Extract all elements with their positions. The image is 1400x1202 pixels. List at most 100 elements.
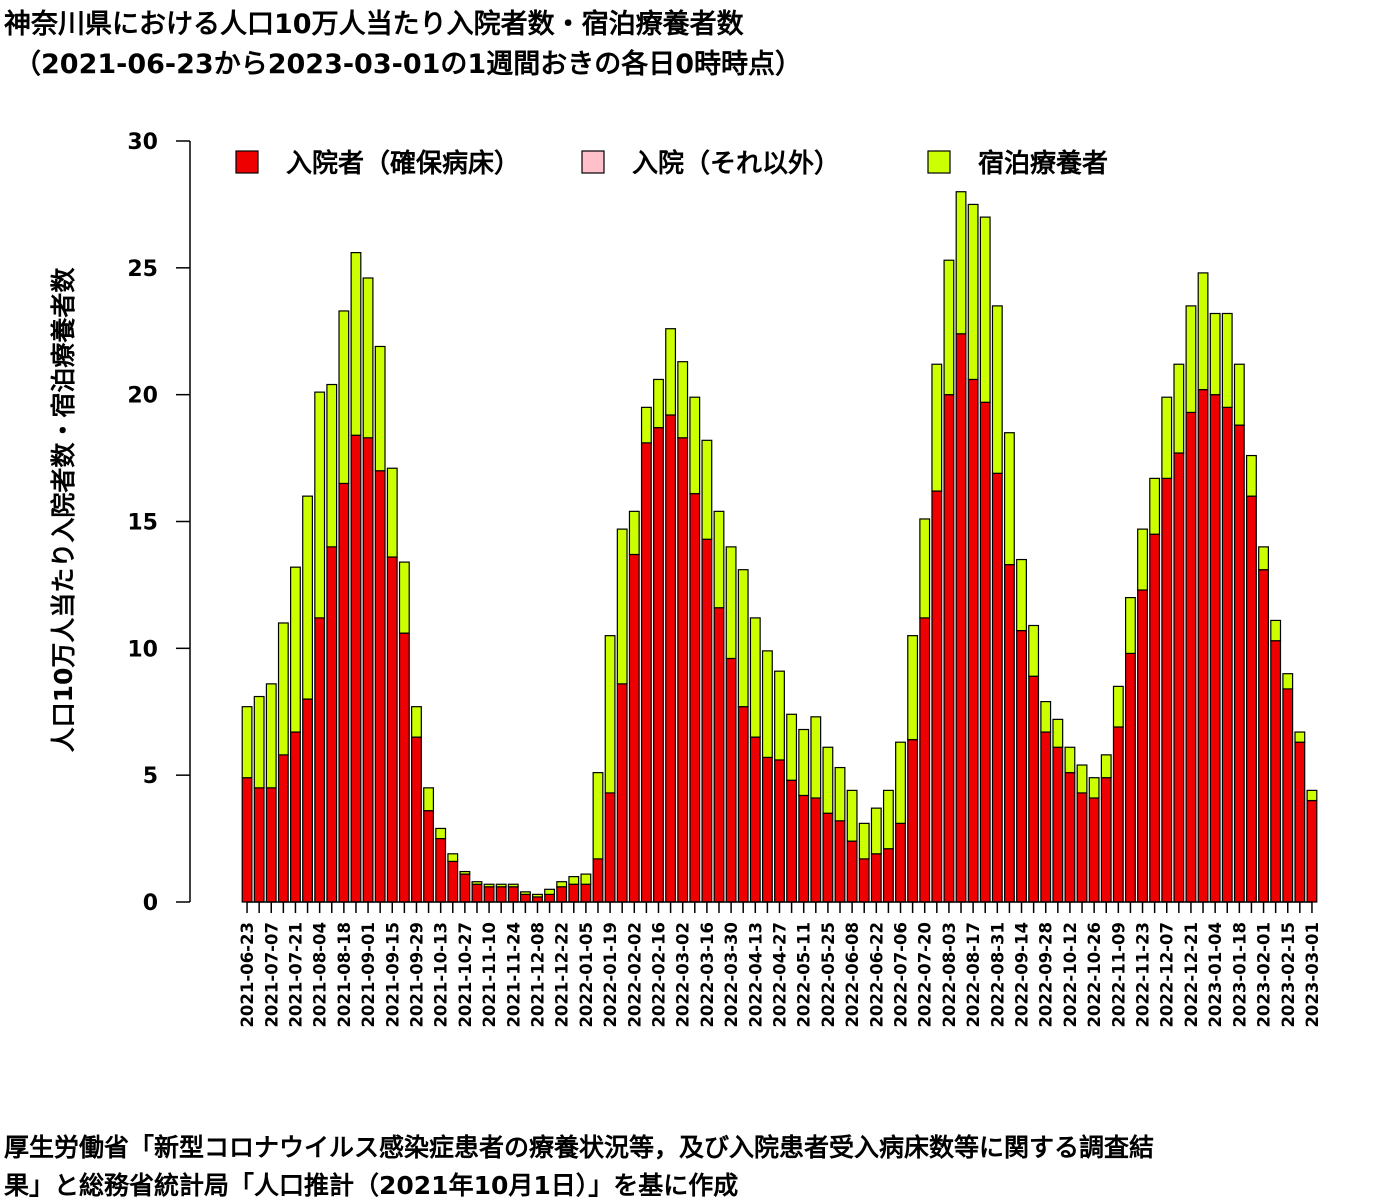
bar-segment [1209, 312, 1221, 396]
x-tick-label: 2021-12-08 [528, 922, 547, 1028]
bar-segment [1258, 546, 1269, 571]
bar-segment [870, 853, 882, 903]
x-tick-label: 2023-01-18 [1230, 922, 1249, 1028]
bar-segment [1161, 396, 1173, 479]
bar-segment [1221, 312, 1233, 408]
x-tick-label: 2021-10-13 [432, 922, 451, 1028]
bar-segment [580, 883, 592, 903]
legend-label: 入院（それ以外） [632, 148, 840, 179]
bar-segment [423, 787, 435, 812]
bar-segment [495, 886, 507, 903]
bar-segment [1052, 718, 1064, 748]
bar-segment [1112, 726, 1124, 903]
bar-segment [628, 553, 640, 903]
bar-segment [628, 510, 640, 556]
y-tick-label: 5 [143, 764, 158, 789]
bar-segment [786, 779, 798, 903]
bar-segment [1161, 477, 1173, 903]
bar-segment [471, 883, 483, 903]
bar-segment [943, 394, 955, 903]
bar-segment [277, 754, 289, 903]
bar-segment [1040, 700, 1052, 733]
x-tick-label: 2022-02-16 [649, 922, 668, 1028]
bar-segment [846, 840, 858, 903]
y-tick-label: 30 [127, 130, 158, 155]
bar-segment [737, 569, 749, 708]
bar-segment [689, 493, 701, 903]
bar-segment [1052, 746, 1064, 903]
x-tick-label: 2021-09-01 [359, 922, 378, 1028]
x-tick-label: 2022-10-26 [1085, 922, 1104, 1028]
bar-segment [519, 893, 531, 903]
bar-segment [1173, 363, 1185, 454]
bar-segment [967, 378, 979, 903]
y-tick-label: 15 [127, 511, 158, 536]
bar-segment [1282, 673, 1294, 690]
x-tick-label: 2022-05-11 [795, 922, 814, 1028]
legend-swatch [581, 150, 605, 174]
bar-segment [374, 345, 386, 472]
x-tick-label: 2022-06-08 [843, 922, 862, 1028]
x-tick-label: 2022-08-03 [940, 922, 959, 1028]
bar-segment [290, 731, 301, 903]
bar-segment [398, 561, 410, 634]
bar-segment [677, 437, 689, 903]
bar-segment [1173, 452, 1185, 903]
bar-segment [277, 622, 289, 756]
bar-segment [761, 756, 773, 903]
x-tick-label: 2022-08-31 [988, 922, 1007, 1028]
bar-segment [483, 886, 495, 903]
bar-segment [362, 277, 374, 439]
bar-segment [338, 482, 350, 903]
bar-segment [290, 566, 301, 733]
bar-segment [1185, 305, 1197, 414]
bar-segment [616, 683, 628, 903]
bar-segment [1245, 495, 1257, 903]
bar-segment [689, 396, 701, 495]
legend-swatch [927, 150, 951, 174]
x-tick-label: 2022-07-06 [892, 922, 911, 1028]
bar-segment [423, 810, 435, 903]
x-tick-label: 2021-08-04 [311, 922, 330, 1028]
x-tick-label: 2023-02-01 [1255, 922, 1274, 1028]
bar-segment [350, 252, 362, 436]
bar-segment [907, 739, 919, 903]
x-tick-label: 2021-09-15 [383, 922, 402, 1028]
bar-segment [979, 216, 991, 403]
bar-segment [592, 858, 604, 903]
legend-label: 宿泊療養者 [978, 148, 1108, 179]
bar-segment [1149, 533, 1161, 903]
bar-segment [1100, 754, 1112, 779]
x-tick-label: 2021-11-24 [504, 922, 523, 1028]
x-tick-label: 2022-07-20 [916, 922, 935, 1028]
x-axis: 2021-06-23 2021-07-07 2021-07-21 2021-08-04… [238, 901, 1322, 1028]
bar-segment [1149, 477, 1161, 535]
bar-segment [882, 848, 894, 903]
bar-segment [1245, 454, 1257, 497]
bar-segment [774, 670, 785, 761]
bar-segment [798, 794, 810, 903]
bar-segment [326, 546, 338, 903]
bar-segment [931, 363, 943, 492]
bar-segment [677, 361, 689, 439]
x-tick-label: 2023-01-04 [1206, 922, 1225, 1028]
bar-segment [774, 759, 785, 903]
bar-segment [1088, 777, 1100, 799]
bar-segment [1306, 789, 1318, 802]
legend-label: 入院者（確保病床） [286, 148, 520, 179]
bar-segment [459, 870, 471, 875]
bar-segment [568, 883, 580, 903]
source-note-line1: 厚生労働省「新型コロナウイルス感染症患者の療養状況等，及び入院患者受入病床数等に… [4, 1133, 1155, 1162]
bar-segment [1197, 272, 1209, 391]
bar-segment [1016, 629, 1027, 903]
bar-segment [895, 741, 906, 824]
bar-segment [459, 873, 471, 903]
stacked-bar-chart: 0 5 10 15 20 25 30 2021-06-23 2021-07-07 2021-07… [49, 130, 1322, 1028]
x-tick-label: 2022-08-17 [964, 922, 983, 1028]
bar-segment [556, 886, 568, 903]
bar-segment [919, 518, 931, 619]
x-tick-label: 2022-12-21 [1182, 922, 1201, 1028]
bars-layer [241, 191, 1318, 903]
bar-segment [447, 860, 459, 903]
bar-segment [302, 495, 314, 700]
